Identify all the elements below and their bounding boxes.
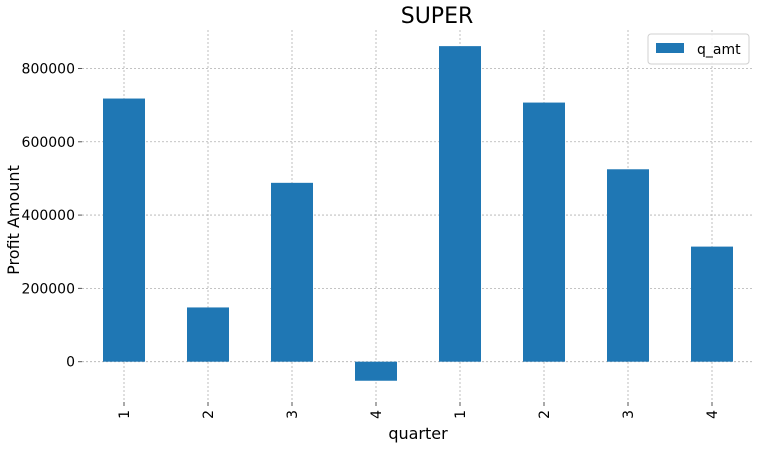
x-tick-label: 1 (453, 410, 469, 419)
bar (439, 46, 481, 362)
ticks-layer: 0 200000 400000 600000 800000 1 2 3 4 1 2 3 4 (22, 61, 721, 418)
bar (355, 361, 397, 381)
grid-layer (82, 30, 754, 402)
x-tick-label: 4 (705, 410, 721, 419)
x-tick-label: 1 (117, 410, 133, 419)
bar (271, 182, 313, 362)
y-tick-label: 800000 (22, 61, 75, 77)
y-tick-label: 400000 (22, 208, 75, 224)
chart-title: SUPER (401, 4, 474, 29)
legend-swatch (656, 43, 684, 53)
legend-box (647, 33, 750, 65)
legend-label: q_amt (697, 42, 741, 58)
bar (187, 307, 229, 362)
x-tick-label: 4 (369, 410, 385, 419)
y-tick-label: 200000 (22, 281, 75, 297)
bars-layer (103, 46, 733, 381)
bar (691, 246, 733, 362)
y-tick-label: 600000 (22, 135, 75, 151)
x-axis-label: quarter (388, 424, 448, 443)
x-tick-label: 3 (621, 410, 637, 419)
x-tick-label: 3 (285, 410, 301, 419)
y-axis-label: Profit Amount (4, 165, 23, 275)
bar (103, 98, 145, 362)
x-tick-label: 2 (537, 410, 553, 419)
y-tick-label: 0 (66, 355, 75, 371)
bar (523, 102, 565, 362)
bar (607, 169, 649, 362)
x-tick-label: 2 (201, 410, 217, 419)
legend: q_amt (647, 33, 750, 65)
